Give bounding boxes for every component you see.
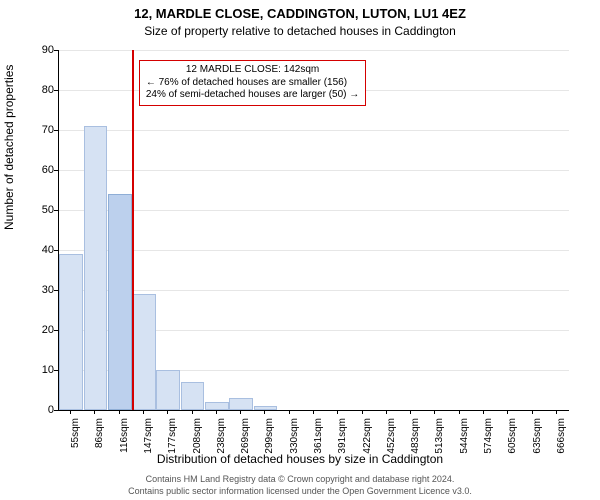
x-tick-label: 605sqm bbox=[507, 418, 518, 458]
chart-title-line2: Size of property relative to detached ho… bbox=[0, 24, 600, 38]
x-tick-label: 513sqm bbox=[434, 418, 445, 458]
y-tick-mark bbox=[54, 50, 58, 51]
y-tick-label: 70 bbox=[24, 124, 54, 136]
y-tick-mark bbox=[54, 370, 58, 371]
x-tick-mark bbox=[192, 410, 193, 414]
bar bbox=[108, 194, 132, 410]
y-tick-label: 50 bbox=[24, 204, 54, 216]
x-tick-label: 544sqm bbox=[459, 418, 470, 458]
x-tick-label: 238sqm bbox=[216, 418, 227, 458]
y-tick-label: 60 bbox=[24, 164, 54, 176]
y-tick-label: 0 bbox=[24, 404, 54, 416]
annotation-box: 12 MARDLE CLOSE: 142sqm← 76% of detached… bbox=[139, 60, 366, 106]
x-tick-label: 391sqm bbox=[337, 418, 348, 458]
x-tick-mark bbox=[167, 410, 168, 414]
y-tick-mark bbox=[54, 330, 58, 331]
gridline bbox=[59, 170, 569, 171]
annotation-line: 24% of semi-detached houses are larger (… bbox=[146, 89, 359, 102]
x-tick-label: 666sqm bbox=[556, 418, 567, 458]
y-tick-label: 80 bbox=[24, 84, 54, 96]
x-tick-label: 116sqm bbox=[119, 418, 130, 458]
x-tick-mark bbox=[143, 410, 144, 414]
bar bbox=[132, 294, 156, 410]
x-tick-label: 452sqm bbox=[386, 418, 397, 458]
y-tick-label: 40 bbox=[24, 244, 54, 256]
x-tick-label: 177sqm bbox=[167, 418, 178, 458]
x-tick-mark bbox=[434, 410, 435, 414]
x-tick-label: 330sqm bbox=[289, 418, 300, 458]
gridline bbox=[59, 210, 569, 211]
y-tick-mark bbox=[54, 410, 58, 411]
x-tick-label: 483sqm bbox=[410, 418, 421, 458]
y-tick-label: 10 bbox=[24, 364, 54, 376]
bar bbox=[84, 126, 108, 410]
y-tick-mark bbox=[54, 210, 58, 211]
x-tick-mark bbox=[556, 410, 557, 414]
footer-line1: Contains HM Land Registry data © Crown c… bbox=[0, 474, 600, 484]
x-tick-mark bbox=[362, 410, 363, 414]
x-tick-mark bbox=[240, 410, 241, 414]
y-tick-label: 20 bbox=[24, 324, 54, 336]
x-tick-mark bbox=[94, 410, 95, 414]
x-tick-mark bbox=[119, 410, 120, 414]
x-tick-label: 635sqm bbox=[532, 418, 543, 458]
x-tick-label: 361sqm bbox=[313, 418, 324, 458]
reference-line bbox=[132, 50, 134, 410]
bar bbox=[181, 382, 205, 410]
y-tick-mark bbox=[54, 170, 58, 171]
x-tick-label: 55sqm bbox=[70, 418, 81, 458]
y-tick-mark bbox=[54, 130, 58, 131]
footer-line2: Contains public sector information licen… bbox=[0, 486, 600, 496]
bar bbox=[59, 254, 83, 410]
bar bbox=[229, 398, 253, 410]
x-tick-label: 299sqm bbox=[264, 418, 275, 458]
x-tick-label: 574sqm bbox=[483, 418, 494, 458]
x-tick-mark bbox=[483, 410, 484, 414]
x-tick-mark bbox=[507, 410, 508, 414]
x-tick-mark bbox=[532, 410, 533, 414]
gridline bbox=[59, 250, 569, 251]
gridline bbox=[59, 130, 569, 131]
annotation-line: 12 MARDLE CLOSE: 142sqm bbox=[146, 64, 359, 77]
x-tick-mark bbox=[410, 410, 411, 414]
x-tick-mark bbox=[386, 410, 387, 414]
x-tick-label: 208sqm bbox=[192, 418, 203, 458]
y-tick-mark bbox=[54, 250, 58, 251]
y-tick-label: 30 bbox=[24, 284, 54, 296]
x-tick-label: 269sqm bbox=[240, 418, 251, 458]
gridline bbox=[59, 290, 569, 291]
y-tick-label: 90 bbox=[24, 44, 54, 56]
x-tick-mark bbox=[216, 410, 217, 414]
x-tick-label: 86sqm bbox=[94, 418, 105, 458]
x-tick-label: 147sqm bbox=[143, 418, 154, 458]
y-tick-mark bbox=[54, 90, 58, 91]
x-tick-mark bbox=[264, 410, 265, 414]
x-tick-mark bbox=[459, 410, 460, 414]
x-tick-mark bbox=[337, 410, 338, 414]
x-tick-mark bbox=[313, 410, 314, 414]
x-tick-mark bbox=[289, 410, 290, 414]
x-tick-label: 422sqm bbox=[362, 418, 373, 458]
y-axis-label: Number of detached properties bbox=[2, 65, 16, 230]
annotation-line: ← 76% of detached houses are smaller (15… bbox=[146, 77, 359, 90]
gridline bbox=[59, 50, 569, 51]
chart-title-line1: 12, MARDLE CLOSE, CADDINGTON, LUTON, LU1… bbox=[0, 6, 600, 21]
y-tick-mark bbox=[54, 290, 58, 291]
x-tick-mark bbox=[70, 410, 71, 414]
bar bbox=[156, 370, 180, 410]
chart-container: 12, MARDLE CLOSE, CADDINGTON, LUTON, LU1… bbox=[0, 0, 600, 500]
bar bbox=[205, 402, 229, 410]
